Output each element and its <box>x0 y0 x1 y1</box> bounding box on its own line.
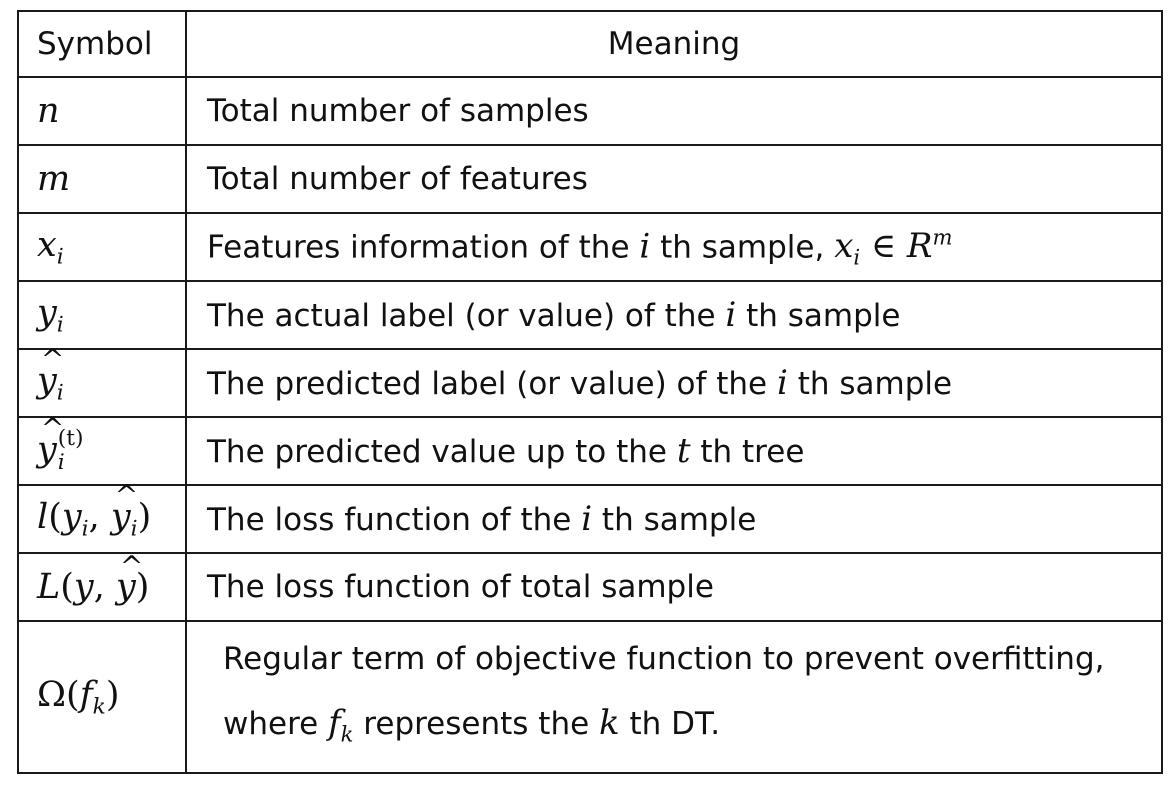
meaning-line-1: Regular term of objective function to pr… <box>223 641 1105 678</box>
symbol-n: n <box>37 91 60 131</box>
expr-x-in-rm: xi ∈ Rm <box>834 224 953 270</box>
symbol-yhat-i: yi <box>37 343 64 405</box>
meaning-cell: Total number of features <box>185 144 1163 214</box>
meaning-cell: Total number of samples <box>185 76 1163 146</box>
symbol-y-i: yi <box>37 292 64 338</box>
symbol-cell: m <box>17 144 187 214</box>
symbol-cell: xi <box>17 212 187 282</box>
symbol-x-i: xi <box>37 224 64 270</box>
table-row: yi The actual label (or value) of the i … <box>17 280 1163 350</box>
table-row: Ω(fk) Regular term of objective function… <box>17 620 1163 774</box>
table-row: y(t)i The predicted value up to the t th… <box>17 412 1163 486</box>
meaning-line-2: where fk represents the k th DT. <box>223 703 721 747</box>
meaning-cell: Features information of the i th sample,… <box>185 212 1163 282</box>
table-row: xi Features information of the i th samp… <box>17 212 1163 282</box>
meaning-cell: The loss function of total sample <box>185 552 1163 622</box>
symbol-cell: Ω(fk) <box>17 620 187 774</box>
symbol-cell: l(yi, yi) <box>17 479 187 554</box>
symbol-loss-L: L(y, y) <box>37 550 149 607</box>
symbol-omega: Ω(fk) <box>37 674 120 720</box>
meaning-cell: The predicted value up to the t th tree <box>185 416 1163 486</box>
header-row: Symbol Meaning <box>17 10 1163 78</box>
table-row: L(y, y) The loss function of total sampl… <box>17 550 1163 622</box>
table-row: n Total number of samples <box>17 76 1163 146</box>
symbol-m: m <box>37 159 71 199</box>
meaning-cell: The loss function of the i th sample <box>185 484 1163 554</box>
table-row: m Total number of features <box>17 144 1163 214</box>
header-meaning: Meaning <box>185 10 1163 78</box>
meaning-cell: Regular term of objective function to pr… <box>185 620 1163 774</box>
header-symbol: Symbol <box>17 10 187 78</box>
symbol-yhat-i-t: y(t)i <box>37 412 83 474</box>
symbol-cell: n <box>17 76 187 146</box>
symbol-loss-l: l(yi, yi) <box>37 479 151 541</box>
meaning-cell: The actual label (or value) of the i th … <box>185 280 1163 350</box>
var-f-k: fk <box>328 703 354 747</box>
meaning-cell: The predicted label (or value) of the i … <box>185 348 1163 418</box>
notation-table: Symbol Meaning n Total number of samples… <box>17 10 1163 774</box>
symbol-cell: yi <box>17 343 187 418</box>
table-row: l(yi, yi) The loss function of the i th … <box>17 479 1163 554</box>
symbol-cell: yi <box>17 280 187 350</box>
symbol-cell: y(t)i <box>17 412 187 486</box>
table-row: yi The predicted label (or value) of the… <box>17 343 1163 418</box>
symbol-cell: L(y, y) <box>17 550 187 622</box>
